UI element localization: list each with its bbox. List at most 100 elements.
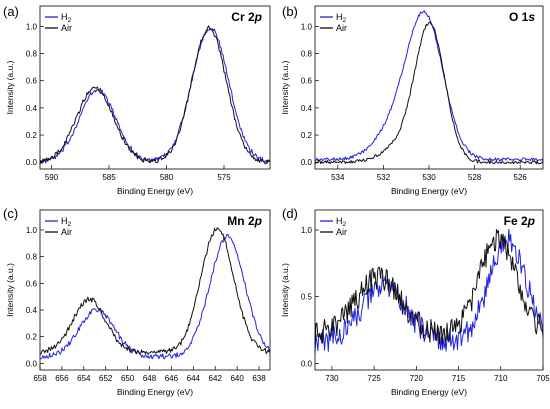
series-line-air (39, 25, 271, 165)
x-tick-label: 730 (325, 374, 339, 383)
y-tick-label: 0.0 (301, 158, 313, 167)
x-tick-label: 656 (55, 374, 69, 383)
y-tick-label: 0.0 (26, 158, 38, 167)
legend-label-text: Air (336, 227, 347, 237)
series-line-air (314, 228, 544, 345)
panel-c: 658 656 654 652 650 648 646 644 642 640 638 0.0 0.2 0… (3, 206, 271, 397)
x-tick-label: 658 (33, 374, 47, 383)
x-tick-label: 646 (165, 374, 179, 383)
legend-label-subscript: 2 (343, 221, 347, 228)
panel-b: 534 532 530 528 526 0.0 0.2 0.4 0.6 0.8 1.0 Binding… (280, 4, 544, 196)
core-level-element: Cr (231, 10, 248, 24)
y-tick-label: 0.2 (26, 333, 38, 342)
x-tick-label: 642 (209, 374, 223, 383)
legend-label-subscript: 2 (68, 221, 72, 228)
plot-frame (39, 5, 271, 170)
y-tick-label: 0.6 (26, 279, 38, 288)
y-tick-label: 0.0 (301, 359, 313, 368)
x-axis-title: Binding Energy (eV) (391, 186, 467, 196)
y-tick-label: 0.6 (301, 77, 313, 86)
x-tick-label: 725 (367, 374, 381, 383)
core-level-orbital-letter: s (528, 10, 535, 24)
legend-label-h2: H2 (61, 12, 72, 24)
core-level-orbital: 1 (522, 10, 529, 24)
y-tick-label: 1.0 (301, 22, 313, 31)
plot-frame (39, 209, 271, 371)
core-level-orbital: 2 (248, 214, 255, 228)
core-level-label: Cr 2p (231, 10, 262, 24)
x-tick-label: 638 (252, 374, 266, 383)
y-tick-label: 0.4 (301, 104, 313, 113)
x-tick-label: 710 (494, 374, 508, 383)
series-line-h2 (314, 10, 544, 162)
plot-frame (314, 5, 544, 170)
panel-a: 590 585 580 575 0.0 0.2 0.4 0.6 0.8 1.0 Binding En… (3, 4, 271, 196)
core-level-element: Fe (504, 214, 521, 228)
x-tick-label: 530 (422, 173, 436, 182)
x-tick-label: 652 (99, 374, 113, 383)
legend-label-text: H (61, 216, 68, 226)
x-tick-label: 585 (102, 173, 116, 182)
y-tick-label: 1.0 (26, 226, 38, 235)
legend-label-text: Air (61, 23, 72, 33)
legend-label-h2: H2 (336, 12, 347, 24)
x-tick-label: 580 (160, 173, 174, 182)
legend-label-air: Air (336, 227, 347, 237)
legend-label-air: Air (336, 23, 347, 33)
legend-label-text: Air (336, 23, 347, 33)
panel-letter: (b) (282, 4, 298, 19)
y-tick-label: 0.0 (26, 359, 38, 368)
x-tick-label: 575 (217, 173, 231, 182)
plot-frame (314, 209, 544, 371)
legend-label-air: Air (61, 23, 72, 33)
core-level-orbital-letter: p (254, 10, 262, 24)
core-level-orbital: 2 (521, 214, 528, 228)
panel-letter: (c) (3, 206, 18, 221)
series-line-h2 (39, 28, 271, 165)
x-tick-label: 526 (514, 173, 528, 182)
series-line-h2 (39, 233, 271, 360)
y-axis-title: Intensity (a.u.) (280, 263, 290, 317)
x-tick-label: 532 (377, 173, 391, 182)
y-tick-label: 0.4 (26, 306, 38, 315)
x-tick-label: 654 (77, 374, 91, 383)
panel-letter: (d) (282, 206, 298, 221)
x-tick-label: 644 (187, 374, 201, 383)
core-level-label: O 1s (509, 10, 535, 24)
core-level-orbital: 2 (248, 10, 255, 24)
legend-label-text: H (336, 12, 343, 22)
y-tick-label: 0.8 (26, 50, 38, 59)
core-level-label: Fe 2p (504, 214, 535, 228)
y-axis-title: Intensity (a.u.) (5, 263, 15, 317)
y-tick-label: 0.6 (26, 77, 38, 86)
core-level-orbital-letter: p (254, 214, 262, 228)
y-tick-label: 0.2 (26, 131, 38, 140)
y-tick-label: 1.0 (301, 226, 313, 235)
y-tick-label: 0.5 (301, 293, 313, 302)
y-tick-label: 0.8 (301, 50, 313, 59)
x-tick-label: 590 (45, 173, 59, 182)
y-tick-label: 0.2 (301, 131, 313, 140)
x-tick-label: 650 (121, 374, 135, 383)
x-axis-title: Binding Energy (eV) (391, 387, 467, 397)
x-tick-label: 640 (230, 374, 244, 383)
legend-label-text: H (61, 12, 68, 22)
legend-label-h2: H2 (336, 216, 347, 228)
x-tick-label: 648 (143, 374, 157, 383)
panel-d: 730 725 720 715 710 705 0.0 0.5 1.0 Binding Energ… (280, 206, 550, 397)
x-tick-label: 720 (410, 374, 424, 383)
legend-label-subscript: 2 (343, 17, 347, 24)
x-tick-label: 705 (536, 374, 550, 383)
series-line-air (314, 21, 544, 165)
x-tick-label: 715 (452, 374, 466, 383)
x-tick-label: 534 (331, 173, 345, 182)
core-level-orbital-letter: p (527, 214, 535, 228)
core-level-element: O (509, 10, 522, 24)
core-level-label: Mn 2p (227, 214, 262, 228)
series-line-air (39, 227, 271, 356)
